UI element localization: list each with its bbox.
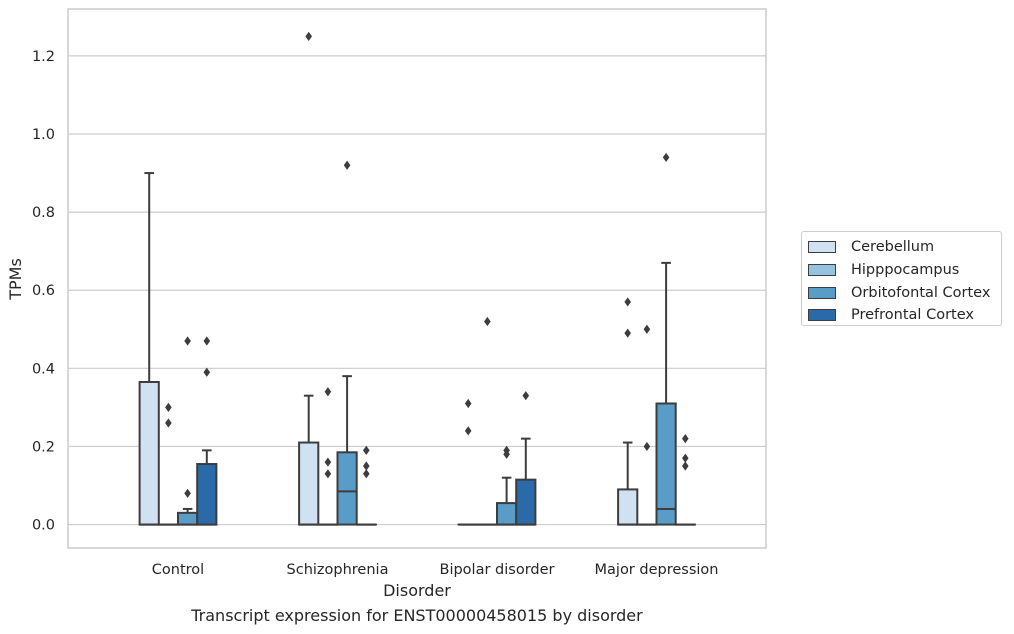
outliers [165, 31, 689, 498]
chart-caption: Transcript expression for ENST0000045801… [191, 606, 643, 625]
legend-swatch [808, 309, 836, 322]
x-tick-label: Control [152, 562, 204, 578]
outlier-point [464, 398, 472, 409]
legend-swatch [808, 286, 836, 299]
outlier-point [324, 457, 332, 467]
outlier-point [624, 328, 631, 338]
y-tick-label: 0.4 [32, 361, 55, 377]
x-tick-label: Bipolar disorder [440, 562, 555, 578]
box-body [298, 441, 320, 526]
x-tick-label: Schizophrenia [287, 562, 389, 578]
outlier-point [165, 402, 172, 412]
outlier-point [484, 316, 491, 327]
outlier-point [682, 461, 689, 471]
outlier-point [184, 488, 191, 498]
legend-item: Cerebellum [802, 236, 1001, 259]
legend: Cerebellum Hipppocampus Orbitofontal Corte… [801, 231, 1002, 326]
box-cerebellum [298, 394, 320, 526]
outlier-point [662, 152, 670, 163]
gridlines [68, 55, 766, 526]
outlier-point [522, 391, 530, 401]
box-body [336, 451, 358, 526]
box-body [515, 478, 537, 526]
legend-swatch [808, 264, 836, 277]
boxes [138, 172, 696, 526]
y-tick-label: 0.8 [32, 205, 55, 221]
outlier-point [343, 160, 351, 170]
x-axis-label: Disorder [383, 581, 451, 600]
box-orbitofontal-cortex [496, 476, 518, 526]
legend-label: Hipppocampus [851, 262, 960, 279]
box-body [655, 402, 677, 526]
outlier-point [363, 469, 370, 479]
outlier-point [643, 324, 651, 334]
outlier-point [165, 418, 172, 428]
box-orbitofontal-cortex [655, 261, 677, 526]
legend-item: Prefrontal Cortex [802, 304, 1001, 327]
outlier-point [324, 469, 332, 479]
box-body [617, 488, 639, 526]
legend-item: Orbitofontal Cortex [802, 281, 1001, 304]
y-tick-label: 0.6 [32, 283, 55, 299]
outlier-point [203, 367, 211, 377]
box-orbitofontal-cortex [177, 507, 199, 526]
y-tick-label: 1.0 [32, 127, 55, 143]
box-cerebellum [138, 172, 160, 526]
outlier-point [503, 449, 510, 459]
outlier-point [184, 336, 191, 346]
box-body [196, 463, 218, 526]
y-axis-label: TPMs [6, 258, 25, 301]
y-tick-labels: 0.0 0.2 0.4 0.6 0.8 1.0 1.2 [32, 49, 55, 534]
outlier-point [324, 387, 332, 397]
outlier-point [203, 336, 211, 346]
box-prefrontal-cortex [196, 449, 218, 526]
legend-label: Prefrontal Cortex [851, 307, 974, 324]
box-prefrontal-cortex [515, 437, 537, 526]
y-tick-label: 0.0 [32, 518, 55, 534]
outlier-point [363, 445, 370, 455]
legend-label: Orbitofontal Cortex [851, 284, 991, 301]
y-tick-label: 1.2 [32, 49, 55, 65]
outlier-point [305, 31, 312, 41]
legend-item: Hipppocampus [802, 259, 1001, 282]
plot-frame [67, 8, 767, 549]
box-body [496, 502, 518, 526]
legend-label: Cerebellum [851, 239, 935, 256]
x-tick-label: Major depression [595, 562, 719, 578]
y-tick-label: 0.2 [32, 439, 55, 455]
outlier-point [682, 434, 689, 444]
box-body [177, 511, 199, 526]
box-body [138, 381, 160, 526]
outlier-point [624, 297, 631, 307]
outlier-point [682, 453, 689, 463]
legend-swatch [808, 241, 836, 254]
outlier-point [464, 426, 472, 436]
x-tick-labels: Control Schizophrenia Bipolar disorder Majo… [152, 562, 719, 578]
box-cerebellum [617, 441, 639, 526]
outlier-point [643, 441, 651, 452]
box-orbitofontal-cortex [336, 375, 358, 526]
outlier-point [363, 461, 370, 471]
